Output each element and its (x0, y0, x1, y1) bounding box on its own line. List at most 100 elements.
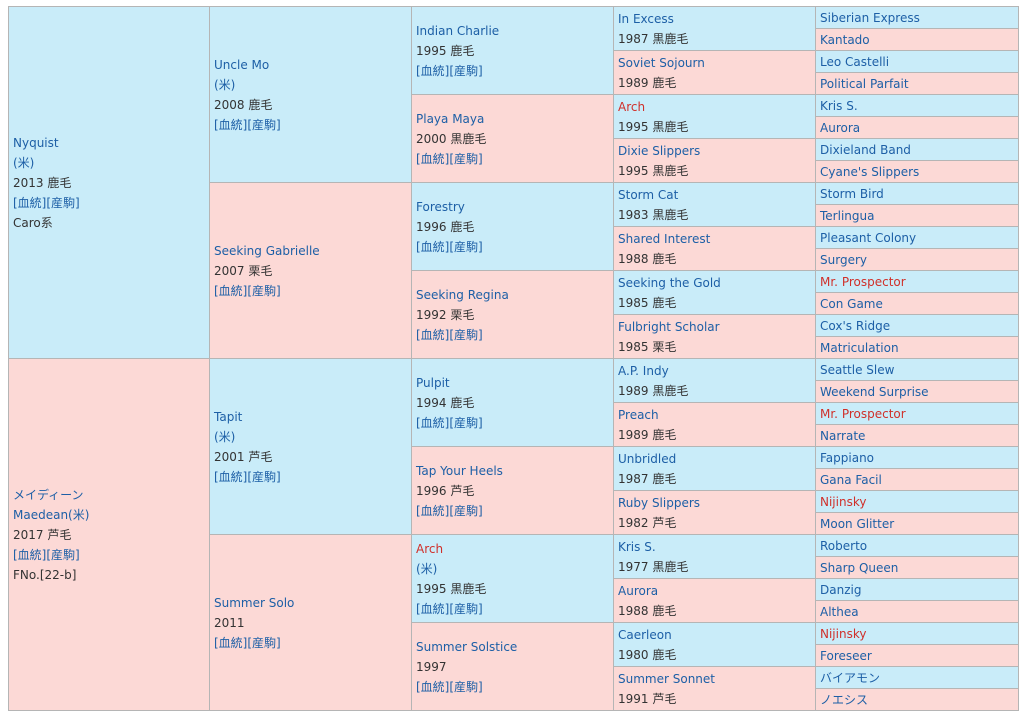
horse-name[interactable]: Pleasant Colony (820, 230, 917, 245)
horse-name[interactable]: Nyquist (13, 135, 59, 150)
horse-link[interactable]: [血統][産駒] (214, 469, 281, 484)
horse-name[interactable]: Fappiano (820, 450, 875, 465)
horse-name[interactable]: Surgery (820, 252, 867, 267)
horse-name[interactable]: Arch (416, 541, 444, 556)
horse-name[interactable]: Matriculation (820, 340, 899, 355)
pedigree-cell: Foreseer (815, 644, 1019, 667)
horse-name[interactable]: Aurora (618, 583, 659, 598)
horse-link[interactable]: [血統][産駒] (416, 679, 483, 694)
pedigree-cell: Arch (米) 1995 黒鹿毛 [血統][産駒] (411, 534, 614, 623)
horse-link[interactable]: [血統][産駒] (214, 283, 281, 298)
horse-info: 2013 鹿毛 (13, 175, 72, 190)
horse-link[interactable]: (米) (13, 155, 35, 170)
horse-name[interactable]: Soviet Sojourn (618, 55, 705, 70)
horse-name[interactable]: Dixieland Band (820, 142, 911, 157)
horse-link[interactable]: [血統][産駒] (416, 239, 483, 254)
horse-info: 1988 鹿毛 (618, 603, 677, 618)
pedigree-cell: Pulpit 1994 鹿毛 [血統][産駒] (411, 358, 614, 447)
horse-name[interactable]: Pulpit (416, 375, 450, 390)
horse-name[interactable]: Nijinsky (820, 626, 867, 641)
horse-name[interactable]: Siberian Express (820, 10, 920, 25)
horse-name[interactable]: Tap Your Heels (416, 463, 503, 478)
pedigree-cell: Summer Solstice 1997 [血統][産駒] (411, 622, 614, 711)
horse-name[interactable]: Playa Maya (416, 111, 485, 126)
horse-link[interactable]: [血統][産駒] (214, 635, 281, 650)
horse-name[interactable]: Sharp Queen (820, 560, 899, 575)
horse-name[interactable]: Cyane's Slippers (820, 164, 920, 179)
horse-info: 2000 黒鹿毛 (416, 131, 487, 146)
horse-link[interactable]: [血統][産駒] (214, 117, 281, 132)
horse-name[interactable]: Shared Interest (618, 231, 711, 246)
horse-link[interactable]: [血統][産駒] (416, 327, 483, 342)
horse-name[interactable]: Political Parfait (820, 76, 909, 91)
horse-name[interactable]: Foreseer (820, 648, 872, 663)
horse-name[interactable]: Leo Castelli (820, 54, 890, 69)
horse-name[interactable]: Indian Charlie (416, 23, 500, 38)
horse-link[interactable]: [血統][産駒] (416, 503, 483, 518)
horse-name[interactable]: Moon Glitter (820, 516, 895, 531)
horse-name[interactable]: Tapit (214, 409, 243, 424)
horse-link[interactable]: [血統][産駒] (416, 63, 483, 78)
horse-name[interactable]: ノエシス (820, 692, 869, 707)
horse-name[interactable]: A.P. Indy (618, 363, 669, 378)
horse-name[interactable]: Unbridled (618, 451, 677, 466)
horse-link[interactable]: [血統][産駒] (416, 415, 483, 430)
horse-name[interactable]: In Excess (618, 11, 674, 26)
horse-info: 1996 鹿毛 (416, 219, 475, 234)
horse-name[interactable]: Uncle Mo (214, 57, 270, 72)
horse-name[interactable]: Kris S. (820, 98, 858, 113)
horse-name[interactable]: Kris S. (618, 539, 656, 554)
horse-name[interactable]: Mr. Prospector (820, 274, 906, 289)
horse-link[interactable]: (米) (416, 561, 438, 576)
horse-name[interactable]: Forestry (416, 199, 465, 214)
horse-name[interactable]: Gana Facil (820, 472, 882, 487)
horse-info: 1995 黒鹿毛 (416, 581, 487, 596)
horse-link[interactable]: [血統][産駒] (13, 195, 80, 210)
horse-name[interactable]: Arch (618, 99, 646, 114)
horse-info: 1988 鹿毛 (618, 251, 677, 266)
horse-name[interactable]: Dixie Slippers (618, 143, 701, 158)
horse-name[interactable]: Weekend Surprise (820, 384, 929, 399)
horse-link[interactable]: (米) (214, 77, 236, 92)
horse-name[interactable]: Preach (618, 407, 659, 422)
horse-link[interactable]: [血統][産駒] (13, 547, 80, 562)
horse-name[interactable]: Seeking Gabrielle (214, 243, 320, 258)
pedigree-cell: Mr. Prospector (815, 270, 1019, 293)
horse-link[interactable]: [血統][産駒] (416, 151, 483, 166)
horse-name[interactable]: Terlingua (820, 208, 875, 223)
horse-info: 2017 芦毛 (13, 527, 72, 542)
horse-name[interactable]: バイアモン (820, 670, 881, 685)
pedigree-cell: Unbridled 1987 鹿毛 (613, 446, 816, 491)
horse-name[interactable]: Summer Solo (214, 595, 295, 610)
horse-name[interactable]: Storm Bird (820, 186, 884, 201)
horse-name[interactable]: Mr. Prospector (820, 406, 906, 421)
horse-name[interactable]: Danzig (820, 582, 862, 597)
horse-info: FNo.[22-b] (13, 567, 77, 582)
pedigree-cell: Moon Glitter (815, 512, 1019, 535)
horse-name[interactable]: メイディーン (13, 487, 84, 502)
horse-name[interactable]: Seeking the Gold (618, 275, 721, 290)
horse-name[interactable]: Althea (820, 604, 859, 619)
horse-name[interactable]: Seeking Regina (416, 287, 509, 302)
horse-name[interactable]: Summer Sonnet (618, 671, 715, 686)
horse-name[interactable]: Narrate (820, 428, 866, 443)
horse-name[interactable]: Roberto (820, 538, 868, 553)
horse-name[interactable]: Ruby Slippers (618, 495, 701, 510)
horse-name[interactable]: Caerleon (618, 627, 672, 642)
horse-link[interactable]: Maedean(米) (13, 507, 90, 522)
pedigree-cell: Aurora 1988 鹿毛 (613, 578, 816, 623)
horse-name[interactable]: Kantado (820, 32, 870, 47)
horse-name[interactable]: Fulbright Scholar (618, 319, 720, 334)
horse-name[interactable]: Cox's Ridge (820, 318, 891, 333)
horse-name[interactable]: Summer Solstice (416, 639, 518, 654)
horse-name[interactable]: Aurora (820, 120, 861, 135)
horse-name[interactable]: Storm Cat (618, 187, 679, 202)
horse-name[interactable]: Con Game (820, 296, 883, 311)
horse-link[interactable]: [血統][産駒] (416, 601, 483, 616)
pedigree-cell: Tap Your Heels 1996 芦毛 [血統][産駒] (411, 446, 614, 535)
pedigree-cell: Terlingua (815, 204, 1019, 227)
horse-name[interactable]: Seattle Slew (820, 362, 895, 377)
horse-name[interactable]: Nijinsky (820, 494, 867, 509)
horse-link[interactable]: (米) (214, 429, 236, 444)
